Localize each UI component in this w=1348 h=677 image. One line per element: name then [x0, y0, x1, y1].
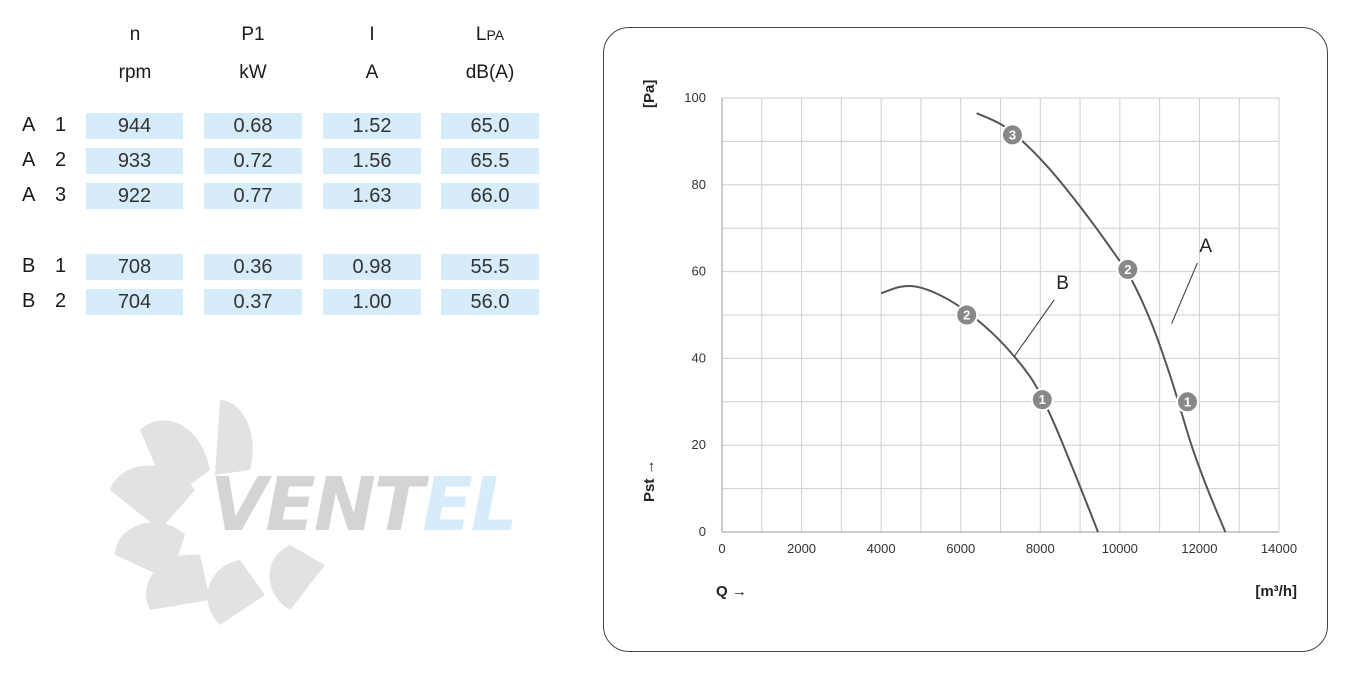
x-tick-label: 8000 [1026, 541, 1055, 556]
row-curve-label: B [22, 290, 36, 312]
watermark-text: VENTEL [210, 462, 516, 548]
operating-point-marker [1116, 257, 1140, 281]
curve-label-A: A [1199, 236, 1212, 257]
table-cell: 1.56 [323, 148, 421, 174]
curve-A [976, 112, 1227, 533]
y-unit-label: [Pa] [641, 80, 658, 108]
unit-speed: rpm [118, 62, 152, 83]
header-sound: LPA [440, 24, 540, 46]
fan-icon [110, 400, 325, 625]
operating-point-marker [1175, 390, 1199, 414]
operating-point-label: 1 [1184, 394, 1191, 409]
operating-point-label: 3 [1009, 127, 1016, 142]
operating-point-label: 2 [963, 308, 970, 323]
row-curve-label: B [22, 255, 36, 277]
grid [721, 97, 1280, 533]
row-curve-label: A [22, 149, 36, 171]
unit-sound: dB(A) [465, 62, 515, 83]
curve-B [880, 285, 1099, 533]
operating-point-marker [1000, 123, 1024, 147]
table-cell: 0.77 [204, 183, 302, 209]
header-speed: n [129, 24, 141, 45]
row-step-label: 2 [55, 149, 67, 171]
table-cell: 0.37 [204, 289, 302, 315]
chart-panel: 0 2000 4000 6000 8000 10000 12000 14000 0 20 40 60 8… [603, 27, 1328, 652]
operating-point-marker [1030, 388, 1054, 412]
y-tick-label: 20 [692, 437, 706, 452]
table-cell: 1.52 [323, 113, 421, 139]
x-tick-label: 12000 [1181, 541, 1217, 556]
table-cell: 922 [86, 183, 183, 209]
table-cell: 944 [86, 113, 183, 139]
unit-current: A [365, 62, 379, 83]
x-axis-label: Q → [716, 583, 747, 600]
operating-point-label: 2 [1124, 262, 1131, 277]
table-cell: 0.36 [204, 254, 302, 280]
row-step-label: 1 [55, 255, 67, 277]
y-tick-label: 100 [684, 90, 706, 105]
x-tick-label: 4000 [867, 541, 896, 556]
row-curve-label: A [22, 114, 36, 136]
curves: A 1 2 3 B 1 2 [880, 112, 1227, 533]
fan-performance-chart: 0 2000 4000 6000 8000 10000 12000 14000 0 20 40 60 8… [641, 80, 1297, 600]
curve-label-B: B [1056, 273, 1069, 294]
table-cell: 1.63 [323, 183, 421, 209]
row-step-label: 3 [55, 184, 67, 206]
table-cell: 704 [86, 289, 183, 315]
operating-point-label: 1 [1039, 392, 1046, 407]
x-unit-label: [m³/h] [1255, 583, 1297, 600]
unit-power: kW [239, 62, 267, 83]
table-cell: 708 [86, 254, 183, 280]
x-tick-label: 6000 [946, 541, 975, 556]
row-curve-label: A [22, 184, 36, 206]
table-cell: 65.5 [441, 148, 539, 174]
y-tick-label: 60 [692, 264, 706, 279]
x-tick-label: 10000 [1102, 541, 1138, 556]
table-cell: 0.98 [323, 254, 421, 280]
x-tick-label: 2000 [787, 541, 816, 556]
table-cell: 0.72 [204, 148, 302, 174]
curve-label-leader [1014, 299, 1055, 357]
table-cell: 65.0 [441, 113, 539, 139]
table-cell: 56.0 [441, 289, 539, 315]
table-cell: 55.5 [441, 254, 539, 280]
table-cell: 66.0 [441, 183, 539, 209]
row-step-label: 2 [55, 290, 67, 312]
header-sound-sub: PA [486, 27, 505, 43]
table-cell: 933 [86, 148, 183, 174]
table-cell: 0.68 [204, 113, 302, 139]
header-sound-symbol: L [475, 24, 487, 45]
y-axis-label: Pst → [641, 459, 658, 502]
x-tick-label: 0 [718, 541, 725, 556]
y-tick-label: 0 [699, 524, 706, 539]
header-power: P1 [241, 24, 265, 45]
ventel-logo-watermark: VENTEL [110, 400, 518, 625]
performance-table: n P1 I LPA rpm kW A dB(A) A 1 944 0.68 1.52 6… [0, 0, 600, 677]
curve-label-leader [1171, 262, 1198, 324]
y-tick-label: 40 [692, 350, 706, 365]
table-cell: 1.00 [323, 289, 421, 315]
header-current: I [369, 24, 375, 45]
row-step-label: 1 [55, 114, 67, 136]
operating-point-marker [955, 303, 979, 327]
tick-labels: 0 2000 4000 6000 8000 10000 12000 14000 0 20 40 60 8… [684, 90, 1297, 556]
y-tick-label: 80 [692, 177, 706, 192]
x-tick-label: 14000 [1261, 541, 1297, 556]
